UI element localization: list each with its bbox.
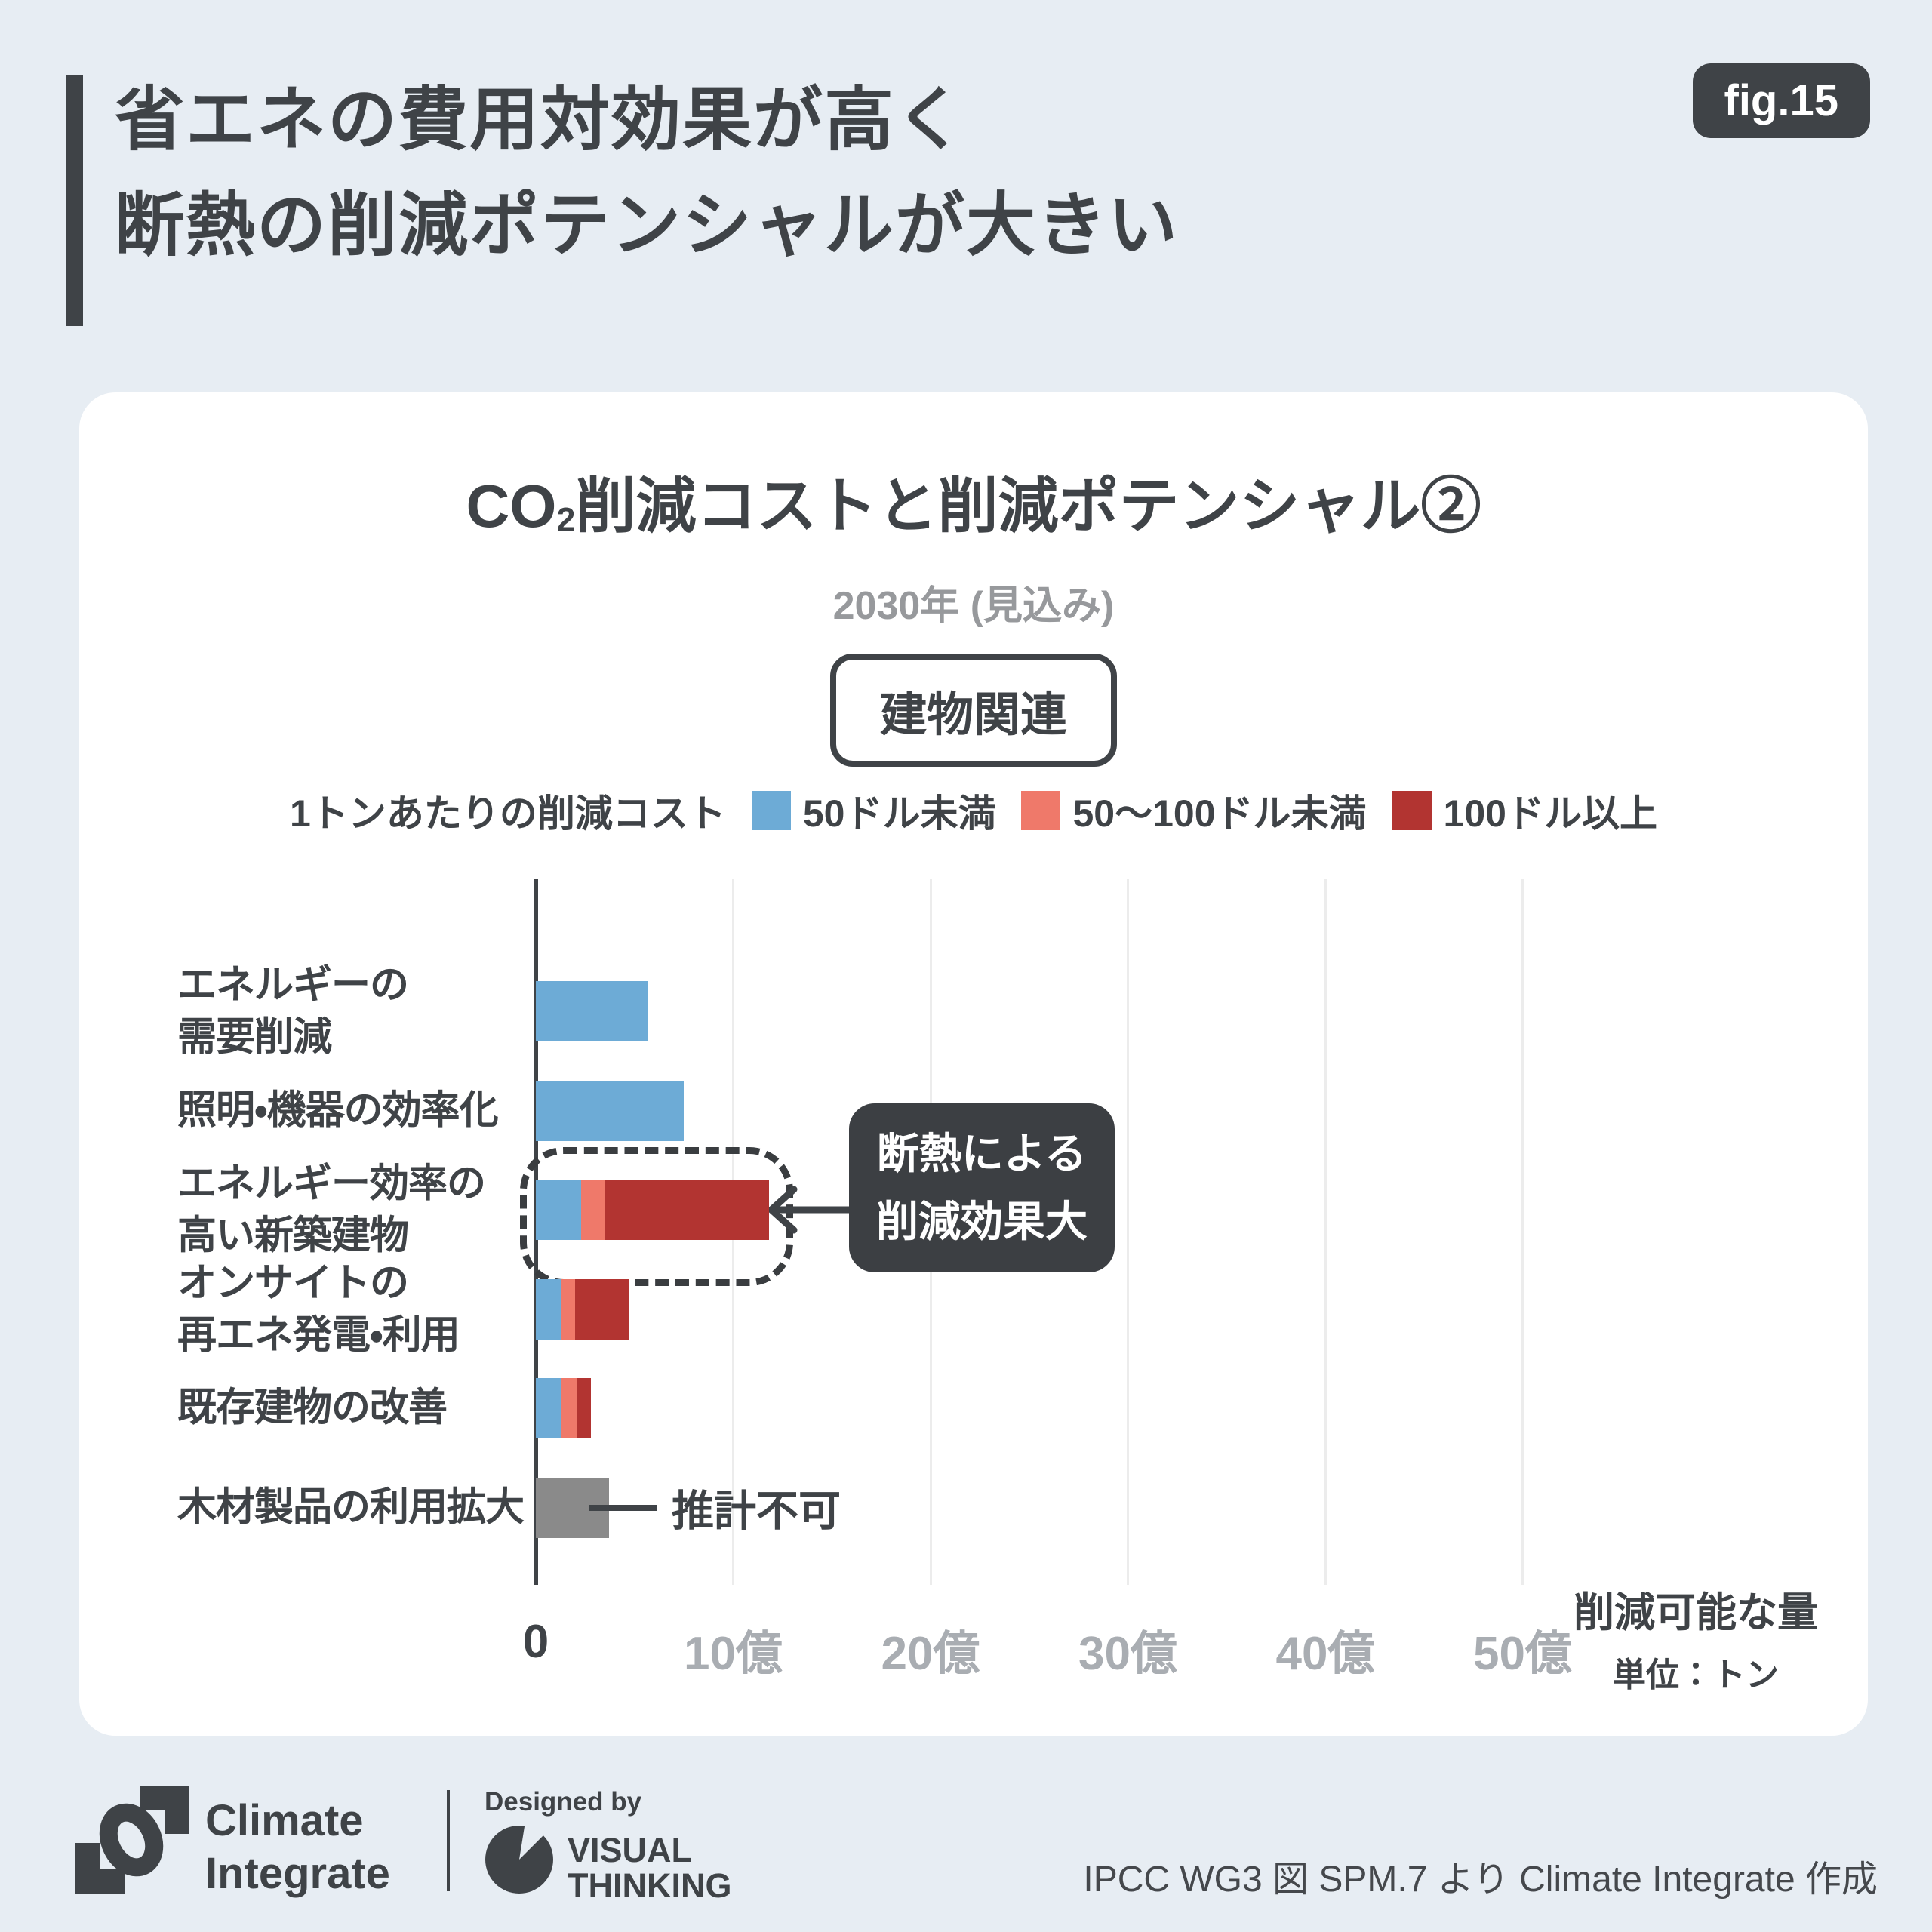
- page-title-line2: 断熱の削減ポテンシャルが大きい: [115, 186, 1180, 264]
- category-label: オンサイトの 再エネ発電・利用: [177, 1261, 460, 1357]
- chart-subtitle: 2030年 (見込み): [832, 584, 1115, 628]
- legend: 1トンあたりの削減コスト 50ドル未満 50〜100ドル未満 100ドル以上: [79, 783, 1868, 838]
- insulation-callout: 断熱による 削減効果大: [849, 1103, 1115, 1272]
- highlight-dashed-box: [520, 1147, 793, 1286]
- bar-segment: [536, 1180, 582, 1240]
- category-badge: 建物関連: [829, 654, 1118, 767]
- bar-5: [536, 1378, 592, 1438]
- footer-divider: [447, 1790, 450, 1891]
- x-axis-note: 削減可能な量 単位：トン: [1560, 1579, 1832, 1696]
- source-credit: IPCC WG3 図 SPM.7 より Climate Integrate 作成: [1083, 1860, 1878, 1900]
- bar-4: [536, 1279, 629, 1340]
- chart-title-rest: 削減コストと削減ポテンシャル②: [575, 472, 1481, 540]
- gridline: [1324, 879, 1327, 1585]
- chart-title-co: CO: [466, 472, 557, 540]
- x-tick-label: 0: [522, 1616, 549, 1668]
- legend-item-label: 50〜100ドル未満: [1072, 792, 1367, 835]
- studio-line2: THINKING: [568, 1866, 732, 1906]
- legend-item-label: 100ドル以上: [1443, 792, 1657, 835]
- legend-items: 50ドル未満 50〜100ドル未満 100ドル以上: [751, 783, 1657, 838]
- bar-3: [536, 1180, 769, 1240]
- gridline: [1521, 879, 1524, 1585]
- x-tick-label: 40億: [1275, 1628, 1375, 1680]
- page-title-line1: 省エネの費用対効果が高く: [115, 82, 967, 158]
- no-estimate-label: 推計不可: [672, 1487, 841, 1535]
- category-label: 既存建物の改善: [177, 1386, 448, 1430]
- visual-thinking-logo-icon: [485, 1825, 553, 1894]
- legend-swatch: [1021, 791, 1061, 830]
- bar-segment: [561, 1279, 576, 1340]
- chart-title-subscript: 2: [556, 500, 576, 539]
- designed-by-label: Designed by: [485, 1787, 642, 1817]
- x-tick-label: 50億: [1473, 1628, 1572, 1680]
- legend-item: 100ドル以上: [1392, 783, 1657, 838]
- category-label: エネルギーの 需要削減: [177, 963, 409, 1059]
- insulation-callout-line1: 断熱による: [876, 1130, 1088, 1178]
- category-label: 照明・機器の効率化: [177, 1088, 499, 1133]
- bar-segment: [577, 1378, 592, 1438]
- insulation-callout-line2: 削減効果大: [876, 1198, 1088, 1245]
- bar-segment: [536, 981, 649, 1041]
- x-axis-note-title: 削減可能な量: [1574, 1590, 1818, 1635]
- climate-integrate-wordmark: Climate Integrate: [205, 1795, 390, 1900]
- category-label: エネルギー効率の 高い新築建物: [177, 1161, 486, 1257]
- bar-segment: [575, 1279, 629, 1340]
- x-tick-label: 20億: [881, 1628, 980, 1680]
- title-accent-bar: [66, 75, 83, 326]
- bar-segment: [605, 1180, 769, 1240]
- plot-area: 断熱による 削減効果大 削減可能な量 単位：トン 0 10億 20億 30億 40億 50…: [79, 392, 1868, 1736]
- bar-segment: [581, 1180, 605, 1240]
- page-header: 省エネの費用対効果が高く 断熱の削減ポテンシャルが大きい: [66, 68, 1179, 326]
- legend-swatch: [1392, 791, 1432, 830]
- brand-line1: Climate: [205, 1796, 364, 1845]
- bar-segment: [536, 1378, 561, 1438]
- bar-segment: [536, 1081, 685, 1141]
- legend-item: 50ドル未満: [751, 783, 996, 838]
- bar-2: [536, 1081, 685, 1141]
- x-axis-note-unit: 単位：トン: [1613, 1657, 1779, 1694]
- chart-title: CO2削減コストと削減ポテンシャル②: [79, 457, 1868, 545]
- gridline: [1127, 879, 1129, 1585]
- callout-arrow-icon: [768, 1186, 857, 1234]
- note-connector-line: [589, 1505, 657, 1511]
- chart-card: CO2削減コストと削減ポテンシャル② 2030年 (見込み) 建物関連 1トンあ…: [79, 392, 1868, 1736]
- x-tick-label: 30億: [1078, 1628, 1177, 1680]
- legend-label: 1トンあたりの削減コスト: [290, 792, 726, 835]
- page-title: 省エネの費用対効果が高く 断熱の削減ポテンシャルが大きい: [115, 68, 1179, 279]
- studio-line1: VISUAL: [568, 1831, 693, 1869]
- legend-item: 50〜100ドル未満: [1021, 783, 1367, 838]
- legend-swatch: [751, 791, 791, 830]
- visual-thinking-wordmark: VISUAL THINKING: [568, 1832, 732, 1904]
- legend-item-label: 50ドル未満: [802, 792, 996, 835]
- brand-line2: Integrate: [205, 1848, 390, 1898]
- category-label: 木材製品の利用拡大: [177, 1485, 525, 1530]
- figure-number-badge: fig.15: [1692, 63, 1870, 138]
- bar-segment: [536, 1279, 561, 1340]
- climate-integrate-logo-icon: [75, 1786, 189, 1894]
- bar-1: [536, 981, 649, 1041]
- bar-segment: [561, 1378, 577, 1438]
- x-tick-label: 10億: [684, 1628, 783, 1680]
